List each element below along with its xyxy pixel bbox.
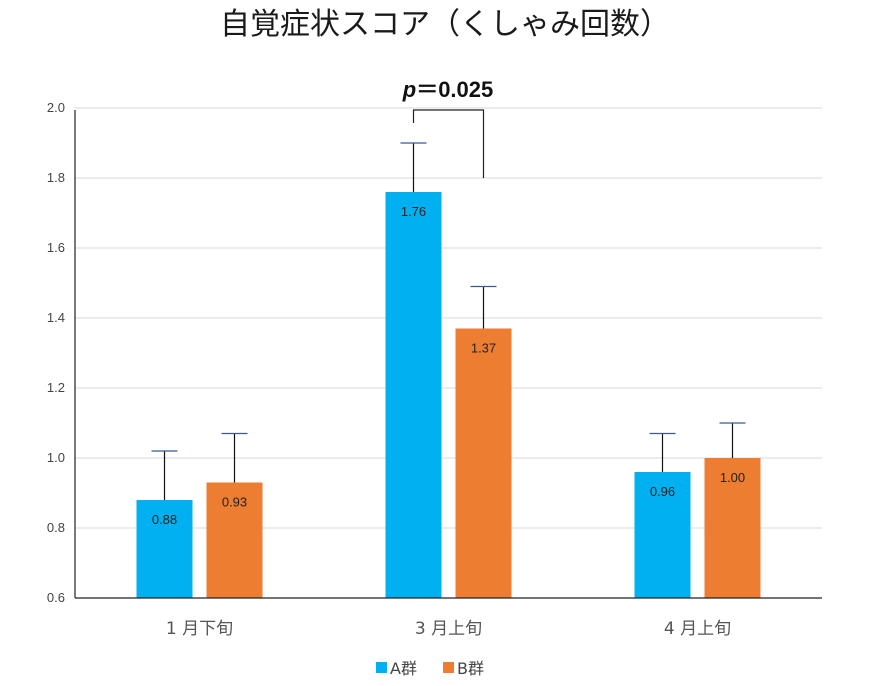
chart-title: 自覚症状スコア（くしゃみ回数）: [220, 7, 670, 42]
bar: [385, 192, 442, 598]
significance-annotation: p＝0.025: [402, 77, 494, 178]
y-tick-label: 1.2: [47, 380, 65, 395]
legend-label: A群: [390, 659, 417, 678]
bar: [455, 328, 512, 598]
x-category-label: 3 月上旬: [415, 619, 482, 639]
y-tick-label: 0.6: [47, 590, 65, 605]
p-value: ＝0.025: [416, 77, 493, 102]
significance-bracket: [412, 109, 485, 178]
data-label: 0.93: [222, 495, 247, 510]
legend-label: B群: [457, 659, 484, 678]
grid-lines: [75, 107, 822, 529]
bar: [206, 482, 263, 598]
y-tick-label: 0.8: [47, 520, 65, 535]
data-label: 1.76: [401, 204, 426, 219]
legend-swatch: [376, 662, 387, 673]
legend: A群 B群: [376, 659, 484, 678]
data-label: 0.96: [650, 484, 675, 499]
y-tick-label: 1.4: [47, 310, 65, 325]
y-tick-label: 2.0: [47, 100, 65, 115]
x-category-label: 1 月下旬: [166, 619, 233, 639]
y-tick-label: 1.0: [47, 450, 65, 465]
data-label: 1.37: [471, 341, 496, 356]
bars: [136, 192, 761, 598]
data-label: 0.88: [152, 512, 177, 527]
y-tick-label: 1.6: [47, 240, 65, 255]
x-category-label: 4 月上旬: [664, 619, 731, 639]
bar: [634, 472, 691, 598]
error-bars: [151, 142, 746, 500]
x-axis-categories: 1 月下旬 3 月上旬 4 月上旬: [166, 619, 731, 639]
y-axis-ticks: 0.6 0.8 1.0 1.2 1.4 1.6 1.8 2.0: [47, 100, 65, 605]
y-tick-label: 1.8: [47, 170, 65, 185]
data-label: 1.00: [720, 470, 745, 485]
bar: [704, 458, 761, 598]
legend-swatch: [443, 662, 454, 673]
p-symbol: p: [402, 77, 416, 102]
data-labels: 0.88 0.93 1.76 1.37 0.96 1.00: [152, 204, 745, 527]
p-value-label: p＝0.025: [402, 77, 494, 102]
bar: [136, 500, 193, 598]
